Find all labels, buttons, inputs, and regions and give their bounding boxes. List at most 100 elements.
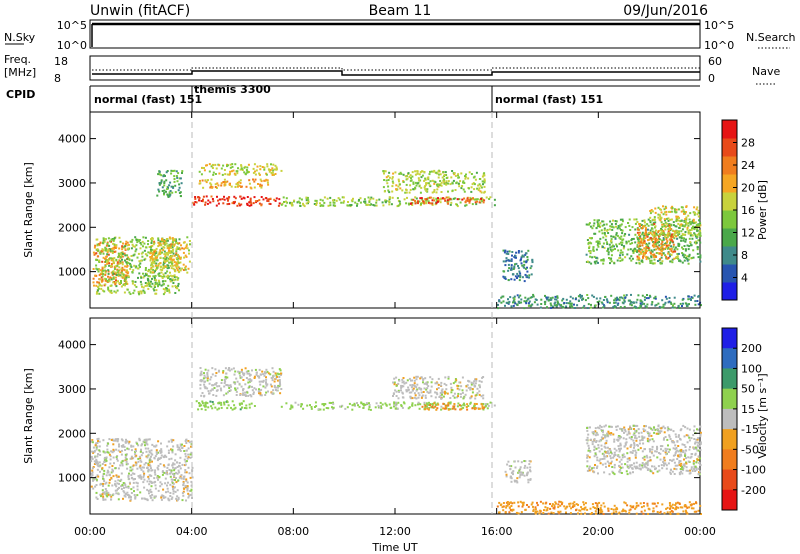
echo-cell (547, 299, 550, 302)
echo-cell (101, 493, 104, 496)
echo-cell (623, 305, 626, 308)
echo-cell (418, 200, 421, 203)
echo-cell (231, 165, 234, 168)
echo-cell (456, 387, 459, 390)
echo-cell (241, 406, 244, 409)
echo-cell (114, 283, 117, 286)
echo-cell (689, 469, 691, 472)
echo-cell (641, 248, 644, 251)
echo-cell (222, 394, 225, 397)
echo-cell (531, 501, 534, 504)
echo-cell (602, 220, 605, 223)
echo-cell (364, 403, 367, 406)
echo-cell (429, 202, 432, 205)
echo-cell (129, 264, 132, 267)
echo-cell (397, 185, 400, 188)
echo-cell (178, 267, 181, 270)
echo-cell (178, 183, 181, 186)
echo-cell (178, 255, 180, 258)
echo-cell (148, 451, 151, 454)
echo-cell (612, 305, 615, 308)
echo-cell (687, 295, 690, 298)
echo-cell (547, 296, 550, 299)
echo-cell (151, 255, 153, 258)
echo-cell (177, 282, 180, 285)
echo-cell (641, 303, 644, 306)
echo-cell (639, 248, 642, 251)
echo-cell (532, 508, 535, 511)
echo-cell (582, 297, 585, 300)
echo-cell (273, 173, 275, 176)
echo-cell (120, 280, 122, 282)
echo-cell (112, 281, 115, 284)
echo-cell (410, 177, 412, 180)
nave-label: Nave (752, 65, 780, 78)
echo-cell (592, 224, 595, 227)
echo-cell (549, 297, 552, 300)
echo-cell (616, 245, 618, 248)
echo-cell (168, 261, 171, 264)
echo-cell (678, 232, 681, 235)
echo-cell (99, 493, 102, 496)
echo-cell (319, 202, 321, 205)
echo-cell (618, 236, 621, 239)
echo-cell (649, 251, 652, 254)
echo-cell (200, 373, 203, 376)
echo-cell (154, 484, 157, 487)
velocity-frame (89, 317, 701, 515)
echo-cell (405, 191, 408, 194)
echo-cell (206, 375, 209, 378)
echo-cell (164, 265, 167, 268)
echo-cell (131, 243, 134, 246)
echo-cell (616, 234, 619, 237)
echo-cell (599, 222, 602, 225)
echo-cell (368, 402, 370, 405)
echo-cell (169, 237, 172, 240)
echo-cell (462, 403, 465, 406)
echo-cell (403, 198, 406, 201)
echo-cell (174, 278, 177, 281)
echo-cell (178, 242, 181, 245)
echo-cell (142, 474, 145, 477)
echo-cell (171, 262, 173, 265)
echo-cell (123, 494, 126, 497)
echo-cell (668, 225, 671, 228)
echo-cell (664, 225, 667, 228)
echo-cell (665, 236, 668, 239)
echo-cell (525, 260, 528, 263)
echo-cell (648, 249, 651, 252)
echo-cell (696, 300, 699, 302)
echo-cell (115, 285, 118, 288)
echo-cell (653, 236, 656, 239)
echo-cell (243, 372, 246, 375)
echo-cell (91, 441, 94, 444)
echo-cell (446, 200, 449, 203)
echo-cell (684, 220, 687, 223)
echo-cell (610, 294, 613, 297)
echo-cell (466, 403, 469, 406)
echo-cell (447, 408, 450, 411)
echo-cell (395, 401, 397, 404)
echo-cell (383, 190, 386, 193)
echo-cell (687, 229, 690, 232)
echo-cell (467, 177, 470, 180)
echo-cell (258, 392, 260, 395)
echo-cell (598, 300, 601, 303)
echo-cell (240, 402, 243, 405)
echo-cell (267, 198, 270, 201)
echo-cell (673, 237, 676, 240)
echo-cell (457, 173, 460, 176)
echo-cell (147, 270, 150, 273)
echo-cell (166, 287, 168, 290)
echo-cell (177, 172, 180, 175)
echo-cell (207, 390, 210, 393)
echo-cell (675, 507, 677, 510)
echo-cell (161, 239, 164, 241)
echo-cell (635, 502, 638, 505)
echo-cell (383, 179, 386, 181)
echo-cell (95, 284, 98, 287)
echo-cell (135, 285, 138, 288)
echo-cell (340, 405, 343, 408)
echo-cell (590, 306, 593, 309)
echo-cell (445, 177, 448, 179)
